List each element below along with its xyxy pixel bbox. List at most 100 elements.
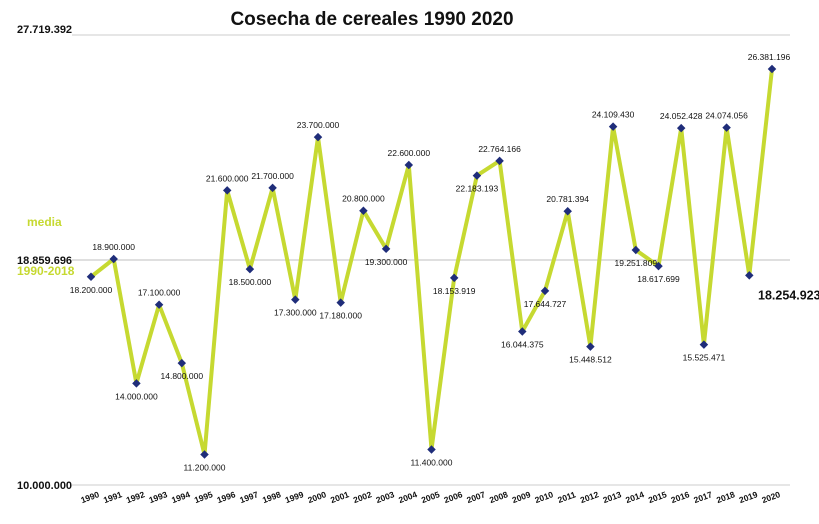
data-label: 15.525.471 xyxy=(683,353,726,363)
x-tick-label: 2003 xyxy=(374,489,395,505)
x-tick-label: 1990 xyxy=(79,489,100,505)
x-tick-label: 1992 xyxy=(125,489,146,505)
data-point xyxy=(518,327,527,336)
x-tick-label: 1999 xyxy=(284,489,305,505)
x-tick-label: 1998 xyxy=(261,489,282,505)
x-tick-label: 2005 xyxy=(420,489,441,505)
data-point xyxy=(109,254,118,264)
data-point xyxy=(767,64,777,74)
data-label: 17.100.000 xyxy=(138,288,181,298)
x-tick-label: 2020 xyxy=(760,489,781,505)
x-tick-label: 2001 xyxy=(329,489,350,505)
x-tick-label: 1991 xyxy=(102,489,123,505)
x-tick-label: 2016 xyxy=(670,489,691,505)
data-point xyxy=(654,261,663,271)
x-tick-label: 2019 xyxy=(738,489,759,505)
x-tick-label: 2018 xyxy=(715,489,736,505)
mean-period-caption: 1990-2018 xyxy=(17,264,75,278)
x-tick-label: 2012 xyxy=(579,489,600,505)
data-point xyxy=(540,286,550,296)
data-label: 24.052.428 xyxy=(660,111,703,121)
data-label: 22.764.166 xyxy=(478,144,521,154)
data-label: 24.074.056 xyxy=(705,111,748,121)
x-tick-label: 1994 xyxy=(170,489,191,505)
data-label: 21.700.000 xyxy=(251,171,294,181)
data-point xyxy=(359,206,368,215)
data-point xyxy=(699,340,709,349)
x-tick-label: 2014 xyxy=(624,489,645,505)
data-point xyxy=(200,450,209,459)
data-label: 19.300.000 xyxy=(365,257,408,267)
series-group: 18.200.000 18.900.000 14.000.000 17.100.000… xyxy=(70,52,819,473)
y-max-label: 27.719.392 xyxy=(17,24,72,36)
data-point xyxy=(291,295,300,304)
chart-title: Cosecha de cereales 1990 2020 xyxy=(230,9,513,30)
x-tick-label: 1997 xyxy=(238,489,259,505)
data-label: 22.183.193 xyxy=(456,184,499,194)
data-point xyxy=(586,342,595,351)
data-label: 18.254.923 xyxy=(758,288,819,302)
data-point xyxy=(427,445,436,454)
data-label: 26.381.196 xyxy=(748,52,791,62)
x-tick-label: 2017 xyxy=(692,489,713,505)
data-label: 18.200.000 xyxy=(70,285,113,295)
x-tick-label: 2002 xyxy=(352,489,373,505)
data-label: 17.644.727 xyxy=(524,299,567,309)
data-label: 18.153.919 xyxy=(433,286,476,296)
x-tick-label: 2015 xyxy=(647,489,668,505)
data-point xyxy=(563,206,572,216)
x-tick-label: 1995 xyxy=(193,489,214,505)
data-label: 18.617.699 xyxy=(637,274,680,284)
data-label: 24.109.430 xyxy=(592,110,635,120)
data-point xyxy=(222,186,232,195)
x-axis-ticks: 1990 1991 1992 1993 1994 1995 1996 1997 1998 1999… xyxy=(79,489,781,505)
x-tick-label: 2000 xyxy=(306,489,327,505)
data-point xyxy=(449,273,459,283)
data-label: 20.781.394 xyxy=(546,194,589,204)
data-label: 18.900.000 xyxy=(92,242,135,252)
x-tick-label: 2004 xyxy=(397,489,418,505)
data-label: 19.251.809 xyxy=(615,258,658,268)
data-label: 17.300.000 xyxy=(274,308,317,318)
mean-caption: media xyxy=(27,215,62,229)
x-tick-label: 2006 xyxy=(443,489,464,505)
x-tick-label: 2011 xyxy=(556,489,577,505)
data-label: 11.400.000 xyxy=(411,457,453,467)
data-point xyxy=(608,122,618,131)
data-label: 16.044.375 xyxy=(501,339,544,349)
x-tick-label: 2008 xyxy=(488,489,509,505)
x-tick-label: 2010 xyxy=(533,489,554,505)
data-point xyxy=(381,244,391,254)
data-point xyxy=(336,298,345,307)
data-point xyxy=(313,132,323,142)
x-tick-label: 2009 xyxy=(511,489,532,505)
data-label: 15.448.512 xyxy=(569,355,612,365)
y-min-label: 10.000.000 xyxy=(17,480,72,492)
x-tick-label: 2013 xyxy=(601,489,622,505)
series-line xyxy=(89,68,774,457)
data-label: 14.800.000 xyxy=(161,371,204,381)
data-point xyxy=(268,183,277,193)
data-label: 18.500.000 xyxy=(229,277,272,287)
data-label: 20.800.000 xyxy=(342,194,385,204)
reference-lines xyxy=(72,34,790,486)
data-point xyxy=(745,271,754,280)
mean-value-label: 18.859.696 xyxy=(17,255,72,267)
data-point xyxy=(86,272,96,281)
data-point xyxy=(495,156,504,166)
data-point xyxy=(177,358,187,368)
data-label: 21.600.000 xyxy=(206,173,249,183)
data-label: 11.200.000 xyxy=(184,463,226,473)
x-tick-label: 1993 xyxy=(147,489,168,505)
data-label: 14.000.000 xyxy=(115,391,158,401)
data-label: 17.180.000 xyxy=(319,311,362,321)
x-tick-label: 1996 xyxy=(216,489,237,505)
data-point xyxy=(676,123,686,133)
data-point xyxy=(404,160,414,170)
data-point xyxy=(132,379,141,388)
data-point xyxy=(472,171,482,180)
data-point xyxy=(154,300,164,309)
data-point xyxy=(722,123,731,132)
